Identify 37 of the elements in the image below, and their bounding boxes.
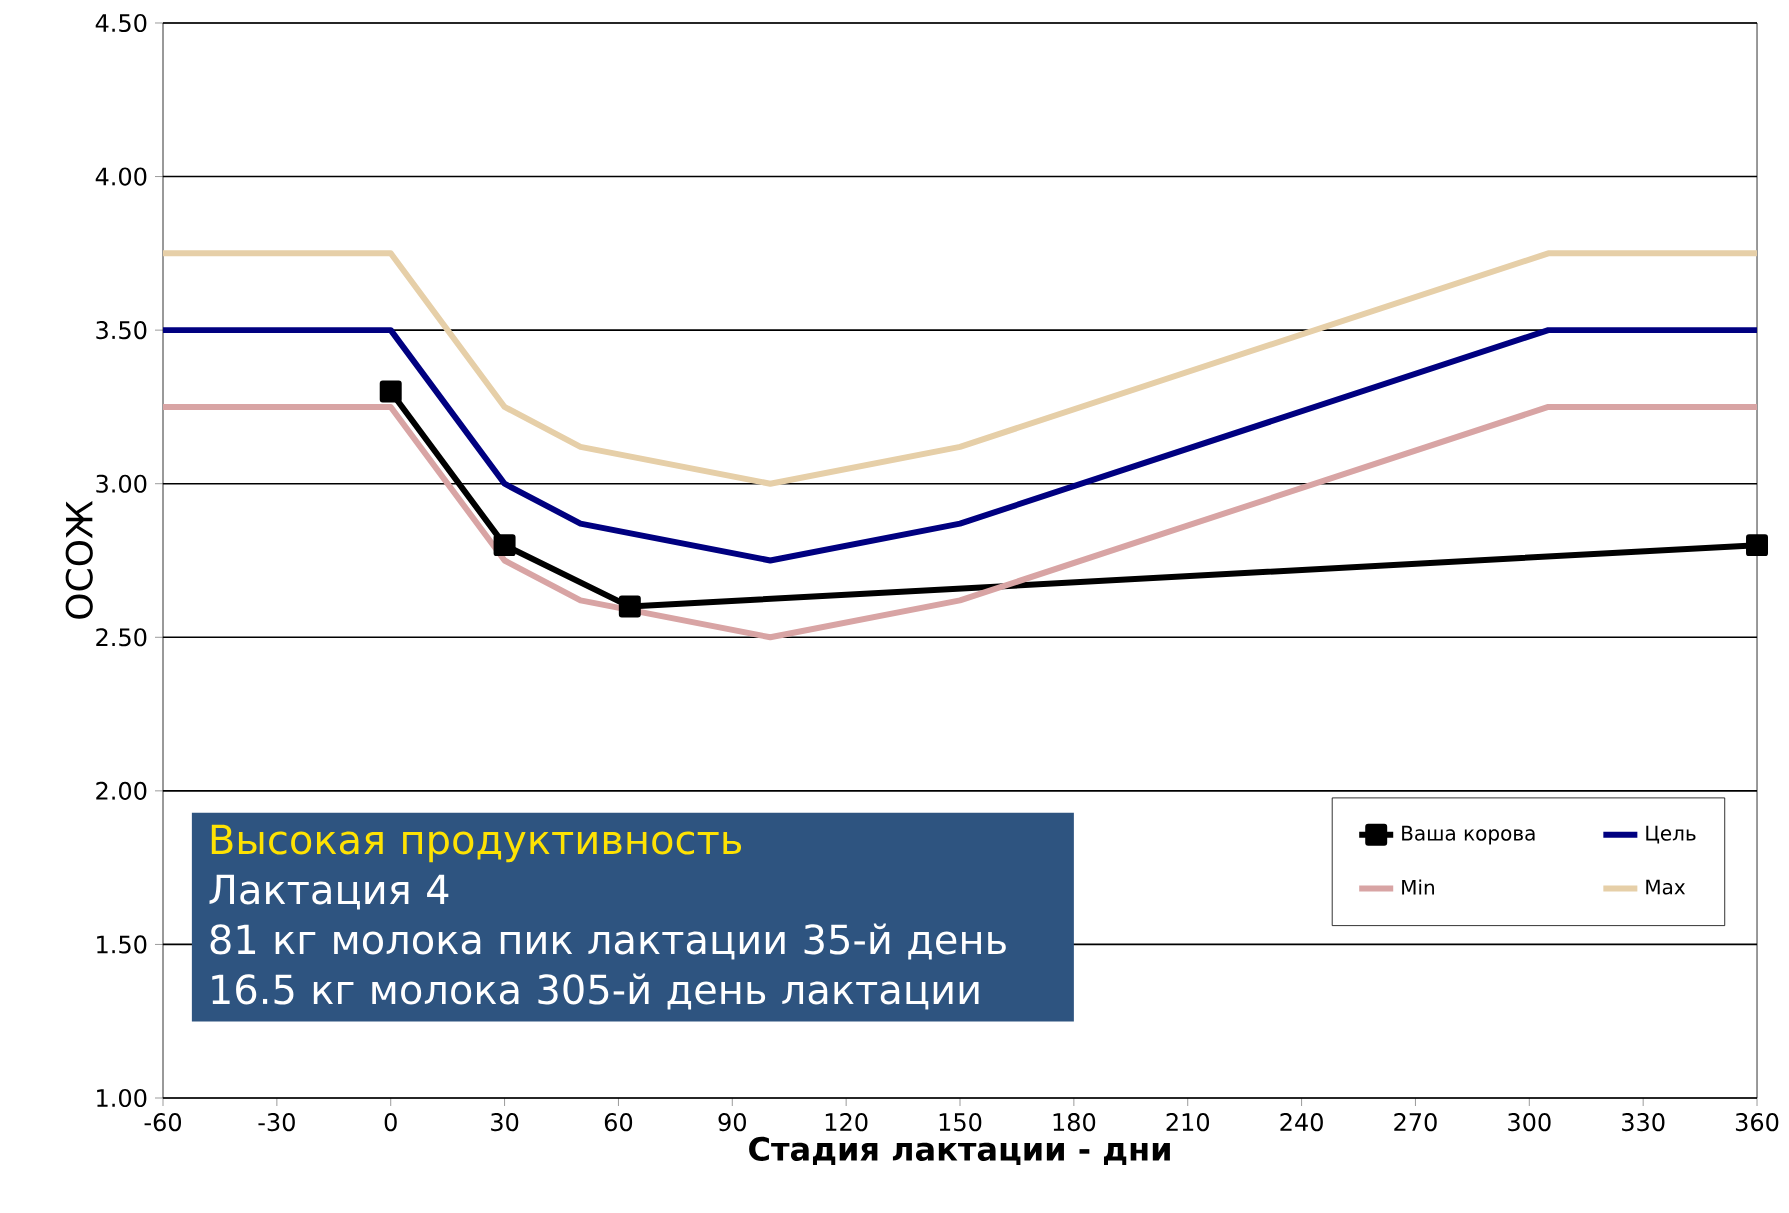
y-tick-label: 3.00	[96, 474, 147, 493]
x-tick-label: 330	[1622, 1113, 1665, 1132]
annotation: 16.5 кг молока 305-й день лактации	[212, 973, 979, 1010]
x-tick-label: 210	[1166, 1113, 1210, 1132]
legend-label: Min	[1402, 879, 1434, 895]
y-tick-label: 4.00	[95, 167, 147, 186]
y-tick-label: 4.50	[95, 13, 147, 33]
annotation: Лактация 4	[209, 874, 449, 910]
x-tick-label: 90	[718, 1113, 746, 1132]
point	[379, 380, 402, 403]
y-tick-label: 1.50	[97, 935, 147, 954]
legend-label: Цель	[1646, 825, 1696, 844]
annotation: Высокая продуктивность	[211, 824, 742, 863]
x-tick-label: 300	[1508, 1113, 1551, 1132]
x-tick-label: -60	[144, 1113, 182, 1132]
legend-label: Max	[1646, 879, 1686, 895]
x-tick-label: 180	[1053, 1113, 1096, 1132]
y-tick-label: 1.00	[97, 1088, 147, 1108]
x-tick-label: 150	[939, 1113, 982, 1132]
annotation: 81 кг молока пик лактации 35-й день	[210, 923, 1006, 960]
x-tick-label: 0	[384, 1113, 397, 1132]
y-tick-label: 3.50	[96, 321, 147, 340]
x-tick-label: 120	[825, 1113, 868, 1132]
x-axis-title: Стадия лактации - дни	[749, 1136, 1170, 1166]
x-tick-label: 270	[1394, 1113, 1437, 1132]
point	[1746, 534, 1769, 557]
y-tick-label: 2.50	[96, 628, 147, 647]
y-axis-title: ОСОЖ	[65, 500, 93, 619]
x-tick-label: 30	[491, 1113, 519, 1132]
x-tick-label: 240	[1280, 1113, 1323, 1132]
y-tick-label: 2.00	[96, 781, 147, 800]
point	[618, 595, 641, 618]
point	[493, 534, 516, 557]
x-tick-label: 60	[604, 1113, 633, 1132]
x-tick-label: -30	[258, 1113, 295, 1132]
x-tick-label: 360	[1735, 1113, 1779, 1132]
legend-label: Ваша корова	[1402, 825, 1535, 845]
